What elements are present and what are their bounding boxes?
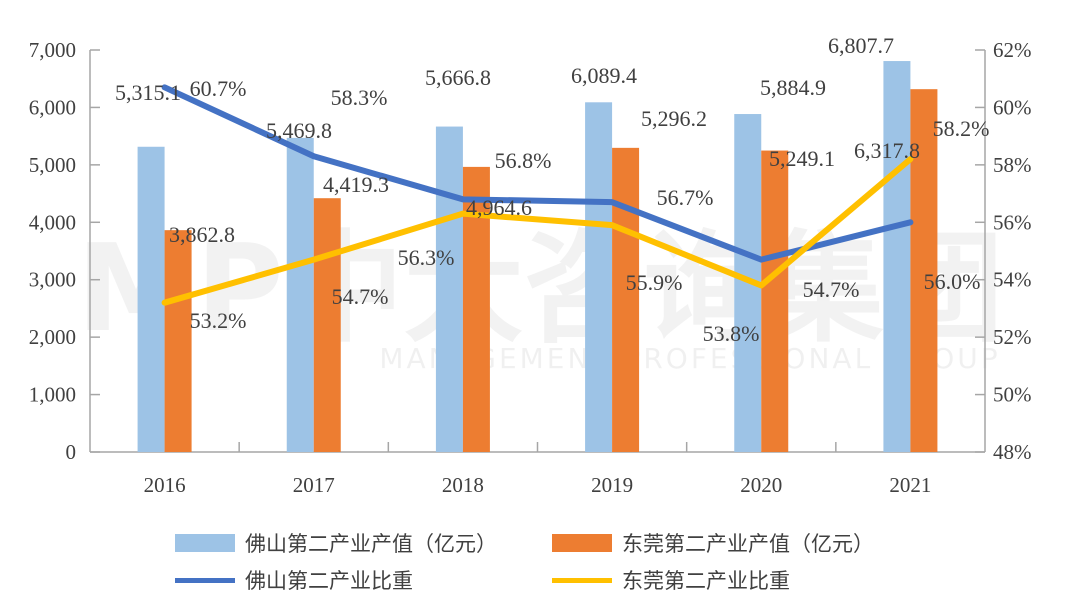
data-label: 5,249.1 <box>769 146 835 171</box>
x-axis-tick-label: 2017 <box>293 473 335 497</box>
right-axis-tick-label: 58% <box>993 153 1032 177</box>
data-label: 4,964.6 <box>466 195 532 220</box>
data-label: 6,317.8 <box>854 138 920 163</box>
bar-foshan-output <box>137 146 165 452</box>
bar-dongguan-output <box>761 150 789 452</box>
left-axis-tick-label: 6,000 <box>29 95 76 119</box>
data-label: 5,666.8 <box>425 65 491 90</box>
left-axis-tick-label: 4,000 <box>29 210 76 234</box>
left-axis-tick-label: 3,000 <box>29 268 76 292</box>
data-label: 53.8% <box>703 321 760 346</box>
legend-swatch <box>175 577 235 583</box>
right-axis-tick-label: 52% <box>993 325 1032 349</box>
legend-swatch <box>175 534 235 552</box>
data-label: 58.3% <box>331 85 388 110</box>
legend-swatch <box>552 577 612 583</box>
x-axis-tick-label: 2019 <box>591 473 633 497</box>
right-axis-tick-label: 48% <box>993 440 1032 464</box>
right-axis-tick-label: 60% <box>993 95 1032 119</box>
right-axis-tick-label: 62% <box>993 38 1032 62</box>
legend-label: 东莞第二产业比重 <box>622 569 790 593</box>
bar-dongguan-output <box>612 147 640 452</box>
bar-foshan-output <box>883 61 911 452</box>
data-label: 6,807.7 <box>828 33 894 58</box>
line-dongguan-share <box>161 156 914 306</box>
legend-label: 东莞第二产业产值（亿元） <box>622 532 874 556</box>
bar-dongguan-output <box>910 89 938 453</box>
x-axis-tick-label: 2021 <box>889 473 931 497</box>
line-foshan-share <box>161 84 914 263</box>
data-label: 5,296.2 <box>641 106 707 131</box>
left-axis-tick-label: 7,000 <box>29 38 76 62</box>
legend-swatch <box>552 534 612 552</box>
right-axis-tick-label: 54% <box>993 268 1032 292</box>
x-axis-tick-label: 2018 <box>442 473 484 497</box>
legend-item-dongguan-share: 东莞第二产业比重 <box>552 565 790 595</box>
x-axis-tick-label: 2020 <box>740 473 782 497</box>
legend-label: 佛山第二产业产值（亿元） <box>245 532 497 556</box>
left-axis-tick-label: 2,000 <box>29 325 76 349</box>
data-label: 54.7% <box>803 277 860 302</box>
legend-label: 佛山第二产业比重 <box>245 569 413 593</box>
data-label: 58.2% <box>933 116 990 141</box>
data-label: 54.7% <box>332 284 389 309</box>
legend-item-foshan-share: 佛山第二产业比重 <box>175 565 413 595</box>
legend-item-foshan-output: 佛山第二产业产值（亿元） <box>175 528 497 558</box>
chart: MP中大咨询集团 MANAGEMENT PROFESSIONAL GROUP 0… <box>29 33 1032 497</box>
data-label: 56.0% <box>924 269 981 294</box>
left-axis-tick-label: 1,000 <box>29 383 76 407</box>
right-axis-tick-label: 56% <box>993 210 1032 234</box>
data-label: 4,419.3 <box>323 172 389 197</box>
legend-item-dongguan-output: 东莞第二产业产值（亿元） <box>552 528 874 558</box>
data-label: 56.8% <box>495 148 552 173</box>
bar-dongguan-output <box>313 198 341 452</box>
data-label: 5,315.1 <box>115 80 181 105</box>
data-label: 56.7% <box>657 185 714 210</box>
data-label: 3,862.8 <box>169 222 235 247</box>
bar-foshan-output <box>286 137 314 452</box>
watermark-logo: MP中大咨询集团 <box>76 220 1003 359</box>
left-axis-tick-label: 0 <box>66 440 77 464</box>
bar-foshan-output <box>435 126 463 452</box>
data-label: 6,089.4 <box>571 63 637 88</box>
data-label: 55.9% <box>626 270 683 295</box>
data-label: 56.3% <box>398 245 455 270</box>
right-axis-tick-label: 50% <box>993 383 1032 407</box>
data-label: 5,884.9 <box>760 75 826 100</box>
data-label: 5,469.8 <box>266 118 332 143</box>
x-axis-tick-label: 2016 <box>144 473 186 497</box>
left-axis-tick-label: 5,000 <box>29 153 76 177</box>
data-label: 53.2% <box>190 308 247 333</box>
bar-dongguan-output <box>164 230 192 452</box>
data-label: 60.7% <box>190 76 247 101</box>
bar-foshan-output <box>585 102 613 452</box>
